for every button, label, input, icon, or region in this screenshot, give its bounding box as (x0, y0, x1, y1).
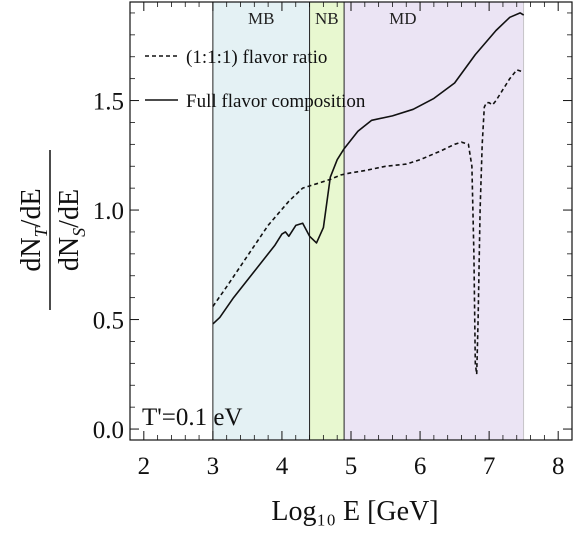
y-axis-title: dNT/dE dNS/dE (16, 150, 89, 310)
x-tick-label-4: 4 (276, 453, 289, 480)
y-tick-label-0: 0.0 (93, 417, 124, 444)
x-tick-label-3: 3 (207, 453, 220, 480)
x-tick-label-2: 2 (138, 453, 151, 480)
region-label-mb: MB (248, 9, 274, 28)
region-label-nb: NB (315, 9, 339, 28)
legend-label-dashed: (1:1:1) flavor ratio (186, 47, 327, 68)
x-tick-label-5: 5 (345, 453, 358, 480)
x-ticks: 2 3 4 5 6 7 8 (138, 2, 565, 480)
y-axis-denominator: dNS/dE (54, 189, 89, 271)
x-tick-label-6: 6 (414, 453, 427, 480)
x-tick-label-8: 8 (552, 453, 565, 480)
series-line-full-composition (212, 12, 525, 325)
y-ticks: 0.0 0.5 1.0 1.5 (93, 12, 572, 444)
temperature-annotation: T'=0.1 eV (142, 404, 243, 431)
x-axis-title: Log₁₀ E [GeV] (271, 496, 438, 527)
series-layer (212, 12, 525, 376)
legend-label-solid: Full flavor composition (186, 91, 366, 112)
region-mb (212, 2, 310, 440)
regions-layer (212, 2, 525, 440)
y-tick-label-2: 1.0 (93, 198, 124, 225)
series-line-flavor-ratio (212, 69, 524, 376)
y-tick-label-3: 1.5 (93, 89, 124, 116)
region-nb (309, 2, 345, 440)
region-label-md: MD (389, 9, 416, 28)
legend: (1:1:1) flavor ratio Full flavor composi… (145, 47, 366, 112)
region-md (344, 2, 524, 440)
y-axis-numerator: dNT/dE (16, 188, 51, 271)
x-tick-label-7: 7 (483, 453, 496, 480)
region-labels-layer: MB NB MD (248, 9, 417, 28)
y-tick-label-1: 0.5 (93, 308, 124, 335)
